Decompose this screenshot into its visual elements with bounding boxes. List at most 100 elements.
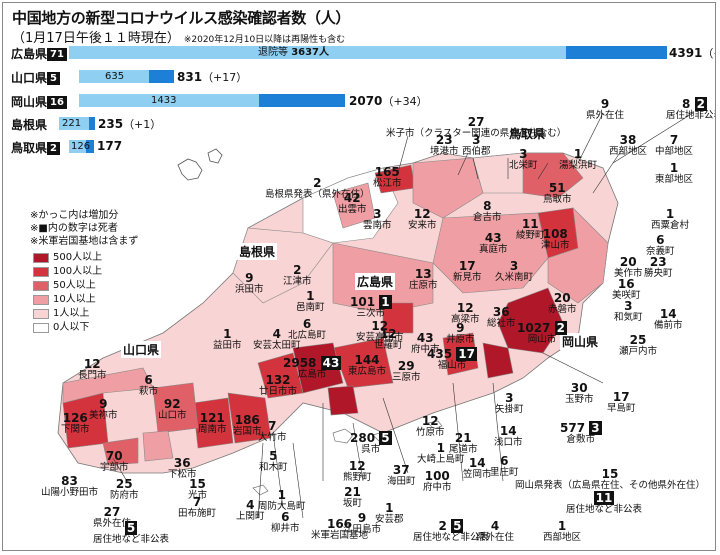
higashihiroshima	[332, 337, 394, 389]
area-name: 益田市	[213, 340, 242, 351]
area-label: 4 県外在住	[476, 520, 514, 543]
area-name: 勝央町	[644, 268, 673, 279]
area-count: 6	[302, 317, 312, 331]
area-name: 岩国市	[233, 426, 262, 437]
area-label: 27 米子市（クラスター関連の県外在住含む）	[386, 116, 566, 139]
area-name: 江津市	[283, 276, 312, 287]
bar-light-value: 1433	[151, 95, 177, 106]
kure	[327, 385, 359, 416]
death-badge: 2	[47, 142, 60, 155]
area-label: 165 松江市	[373, 166, 402, 189]
area-name: 萩市	[139, 386, 159, 397]
area-label: 38 西部地区	[609, 133, 647, 157]
bar-row-tottori: 鳥取県 2 126 177	[11, 139, 311, 155]
area-count: 1	[669, 161, 679, 175]
area-name: 雲南市	[363, 220, 392, 231]
area-name: 岡山県発表（広島県在住、その他県外在住）	[515, 480, 706, 491]
area-label: 121 周南市	[198, 412, 227, 435]
area-label: 7 中部地区	[655, 134, 693, 157]
area-name: 山口市	[158, 410, 187, 421]
legend-swatch	[33, 322, 49, 333]
area-name: 県外在住	[93, 518, 132, 529]
area-count: 2	[293, 263, 302, 277]
area-name: 安来市	[408, 220, 437, 231]
area-count: 12	[83, 357, 101, 371]
area-label: 20 美作市	[614, 256, 643, 279]
area-label: 2 江津市	[283, 263, 312, 287]
area-label: 21 坂町	[343, 486, 363, 509]
area-name: 柳井市	[271, 523, 300, 534]
area-label: 3 西伯郡	[462, 134, 491, 157]
area-label: 4 安芸太田町	[253, 327, 301, 351]
area-name: 瀬戸内市	[619, 346, 658, 357]
area-name: 世羅町	[374, 340, 403, 351]
area-count: 1	[557, 519, 567, 533]
area-label: 12 竹原市	[416, 415, 445, 438]
area-name: 里庄町	[490, 467, 519, 478]
area-count: 25	[629, 333, 647, 347]
death-badge: 16	[47, 96, 67, 109]
figure-subtitle: （1月17日午後１１時現在） ※2020年12月10日以降は再陽性も含む	[12, 27, 345, 46]
area-label: 9 県外在住	[586, 98, 624, 121]
area-count: 37	[392, 463, 410, 477]
area-name: 居住地など非公表	[566, 504, 643, 515]
area-count: 2958 43	[283, 356, 342, 370]
area-label: 23 境港市	[430, 134, 459, 157]
legend-swatch	[33, 266, 49, 277]
area-label: 70 宇部市	[100, 450, 129, 473]
area-name: 安芸太田町	[253, 340, 301, 351]
nagato-hagi	[62, 367, 154, 404]
hiroshima-city	[292, 342, 344, 394]
area-label: 5 居住地など非公表	[93, 521, 169, 545]
area-label: 36 総社市	[487, 306, 516, 329]
bar-pref-name: 岡山県	[11, 95, 48, 109]
area-count: 43	[484, 231, 502, 245]
area-count: 15	[601, 467, 619, 481]
area-label: 6 柳井市	[271, 511, 300, 534]
area-count: 27	[103, 505, 121, 519]
area-count: 4	[272, 327, 281, 341]
area-name: 西粟倉村	[651, 220, 690, 231]
area-count: 1	[277, 488, 286, 502]
area-name: 和木町	[259, 462, 288, 473]
area-name: 光市	[188, 490, 208, 501]
area-label: 435 17 福山市	[427, 347, 477, 371]
area-name: 大竹市	[258, 432, 287, 443]
area-count: 1	[306, 289, 315, 303]
iwakuni	[227, 392, 272, 444]
area-name: 美祢市	[89, 410, 118, 421]
area-name: 海田町	[387, 476, 416, 487]
area-count: 5	[93, 521, 169, 535]
area-count: 23	[649, 255, 667, 269]
area-name: 浜田市	[235, 284, 264, 295]
area-label: 2 5 居住地など非公表	[413, 519, 489, 543]
area-count: 25	[115, 477, 133, 491]
area-name: 早島町	[607, 403, 636, 414]
area-name: 居住地非公表	[666, 110, 715, 121]
area-name: 広島市	[297, 369, 327, 380]
area-count: 51	[548, 181, 566, 195]
area-death-badge: 5	[124, 521, 138, 535]
okayama-east	[547, 207, 609, 304]
area-count: 38	[619, 133, 637, 147]
area-name: 倉敷市	[566, 434, 596, 445]
area-count: 8	[483, 199, 492, 213]
area-label: 27 県外在住	[93, 505, 132, 529]
bar-total: 235（+1）	[98, 117, 162, 131]
area-name: 島根県発表（県外在住）	[265, 189, 370, 200]
area-name: 浅口市	[494, 437, 523, 448]
area-name: 坂町	[343, 498, 363, 509]
area-count: 14	[499, 424, 517, 438]
area-name: 竹原市	[416, 427, 445, 438]
area-death-badge: 43	[320, 356, 342, 370]
area-name: 尾道市	[449, 444, 478, 455]
area-name: 津山市	[541, 240, 570, 251]
area-death-badge: 5	[379, 431, 392, 445]
area-name: 倉吉市	[473, 212, 502, 223]
area-count: 92	[163, 397, 181, 411]
area-count: 2 5	[438, 519, 464, 533]
area-death-badge: 2	[694, 97, 707, 111]
area-label: 3 久米南町	[495, 260, 533, 283]
area-label: 21 尾道市	[449, 432, 478, 455]
